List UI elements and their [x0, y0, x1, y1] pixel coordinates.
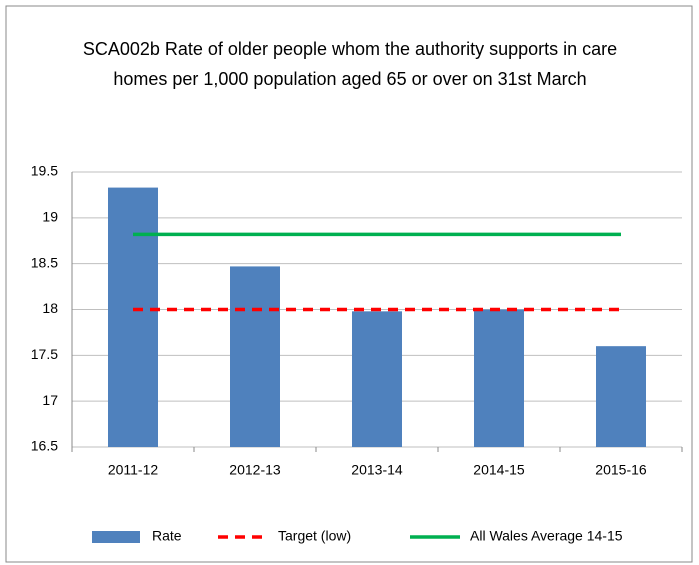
x-tick-label: 2013-14 — [351, 462, 403, 478]
bar — [230, 266, 280, 447]
x-tick-label: 2014-15 — [473, 462, 525, 478]
legend-label: Rate — [152, 528, 182, 544]
y-tick-label: 18 — [42, 300, 58, 316]
bar — [108, 187, 158, 448]
bar — [596, 346, 646, 447]
y-tick-label: 19 — [42, 209, 58, 225]
y-tick-label: 17 — [42, 392, 58, 408]
y-tick-label: 16.5 — [31, 438, 58, 454]
y-tick-label: 19.5 — [31, 163, 58, 179]
legend-label: All Wales Average 14-15 — [470, 528, 623, 544]
bar — [474, 309, 524, 447]
y-tick-label: 17.5 — [31, 346, 58, 362]
bar — [352, 311, 402, 447]
legend-label: Target (low) — [278, 528, 351, 544]
x-tick-label: 2012-13 — [229, 462, 281, 478]
y-tick-label: 18.5 — [31, 254, 58, 270]
chart-title: SCA002b Rate of older people whom the au… — [82, 39, 618, 89]
x-tick-label: 2015-16 — [595, 462, 647, 478]
x-tick-label: 2011-12 — [108, 462, 159, 478]
legend-swatch — [92, 531, 140, 543]
